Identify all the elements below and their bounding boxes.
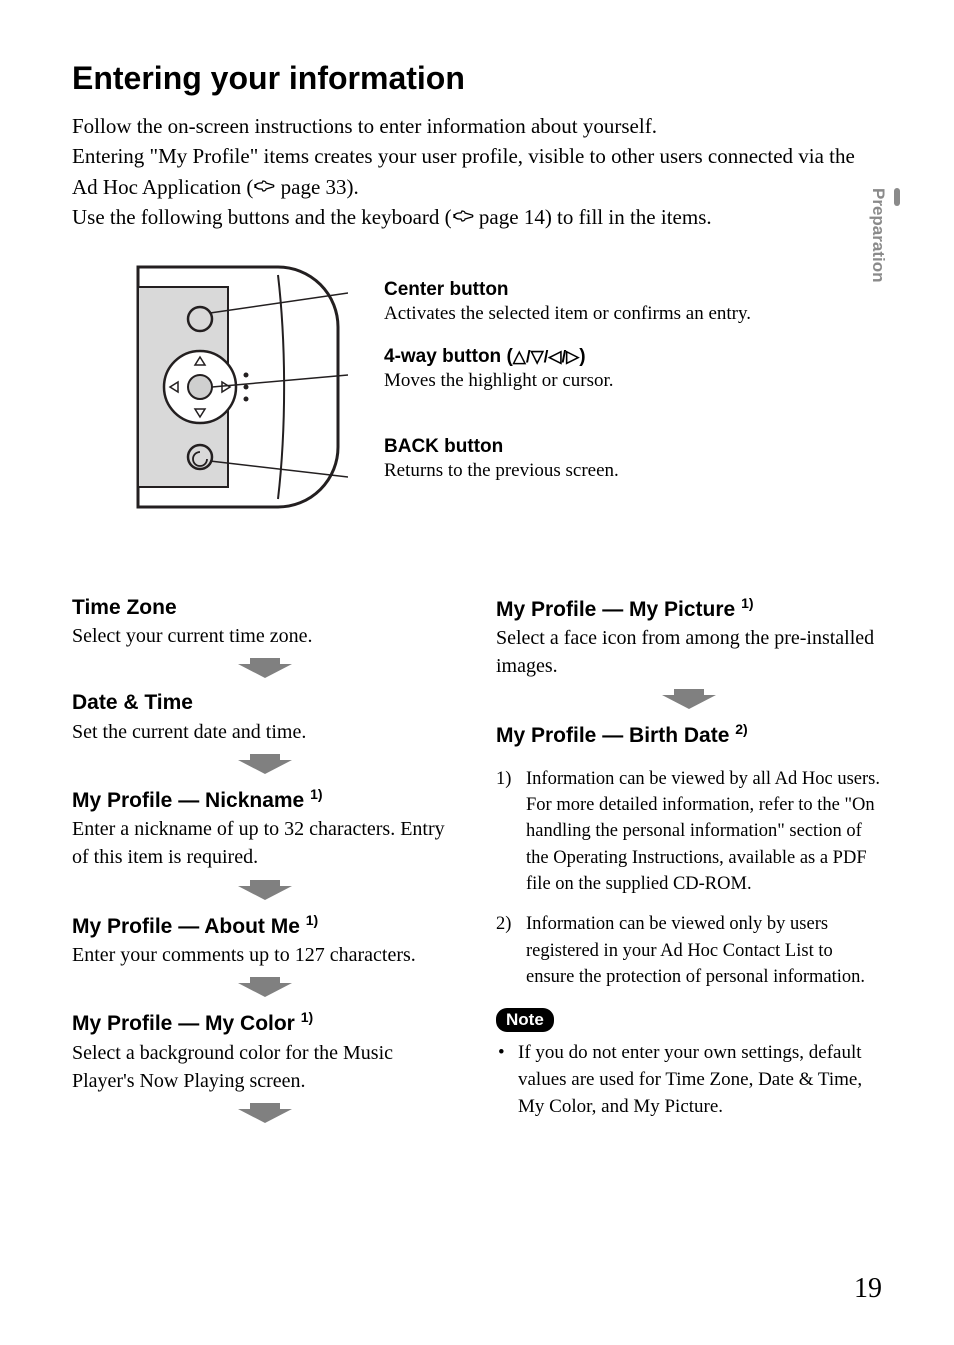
columns: Time ZoneSelect your current time zone. D… bbox=[72, 595, 882, 1136]
section-heading: My Profile — Birth Date 2) bbox=[496, 721, 882, 748]
section-heading: My Profile — About Me 1) bbox=[72, 912, 458, 939]
section-body: Set the current date and time. bbox=[72, 718, 458, 746]
section-body: Select your current time zone. bbox=[72, 622, 458, 650]
callouts: Center button Activates the selected ite… bbox=[384, 257, 882, 517]
section: My Profile — Birth Date 2) bbox=[496, 721, 882, 748]
intro-line1: Follow the on-screen instructions to ent… bbox=[72, 111, 882, 141]
side-tab: Preparation bbox=[868, 188, 900, 282]
intro-block: Follow the on-screen instructions to ent… bbox=[72, 111, 882, 233]
section-heading: My Profile — My Color 1) bbox=[72, 1009, 458, 1036]
callout-center-title: Center button bbox=[384, 279, 882, 302]
footnote-text: Information can be viewed only by users … bbox=[526, 911, 882, 990]
section-sup: 1) bbox=[741, 595, 753, 611]
intro-line3: Use the following buttons and the keyboa… bbox=[72, 202, 882, 232]
page-title: Entering your information bbox=[72, 60, 882, 97]
note-text: If you do not enter your own settings, d… bbox=[518, 1040, 882, 1121]
callout-center: Center button Activates the selected ite… bbox=[384, 279, 882, 326]
section-sup: 1) bbox=[301, 1009, 313, 1025]
down-arrow-icon bbox=[238, 975, 292, 997]
intro-line3a: Use the following buttons and the keyboa… bbox=[72, 205, 452, 229]
section-sup: 1) bbox=[310, 786, 322, 802]
intro-line2: Entering "My Profile" items creates your… bbox=[72, 141, 882, 202]
footnote-text: Information can be viewed by all Ad Hoc … bbox=[526, 766, 882, 897]
device-diagram bbox=[128, 257, 348, 517]
section-heading: Time Zone bbox=[72, 595, 458, 620]
down-arrow-icon bbox=[238, 878, 292, 900]
section-body: Select a background color for the Music … bbox=[72, 1039, 458, 1096]
section: Time ZoneSelect your current time zone. bbox=[72, 595, 458, 679]
down-arrow-icon bbox=[238, 1101, 292, 1123]
fourway-symbols: △/▽/◁/▷ bbox=[513, 347, 579, 366]
intro-line2a: Entering "My Profile" items creates your… bbox=[72, 144, 855, 198]
note-block: Note •If you do not enter your own settin… bbox=[496, 1004, 882, 1121]
section-heading: My Profile — Nickname 1) bbox=[72, 786, 458, 813]
callout-back-body: Returns to the previous screen. bbox=[384, 459, 882, 484]
down-arrow-icon bbox=[662, 687, 716, 709]
fourway-suffix: ) bbox=[579, 346, 585, 367]
footnote: 2)Information can be viewed only by user… bbox=[496, 911, 882, 990]
section: My Profile — My Picture 1)Select a face … bbox=[496, 595, 882, 709]
callout-back: BACK button Returns to the previous scre… bbox=[384, 436, 882, 483]
callout-fourway: 4-way button (△/▽/◁/▷) Moves the highlig… bbox=[384, 346, 882, 393]
fourway-prefix: 4-way button ( bbox=[384, 346, 513, 367]
callout-center-body: Activates the selected item or confirms … bbox=[384, 302, 882, 327]
note-label: Note bbox=[496, 1008, 554, 1032]
right-column: My Profile — My Picture 1)Select a face … bbox=[496, 595, 882, 1136]
down-arrow-icon bbox=[238, 752, 292, 774]
bullet-icon: • bbox=[498, 1040, 510, 1121]
section: Date & Time Set the current date and time… bbox=[72, 690, 458, 774]
section: My Profile — About Me 1)Enter your comme… bbox=[72, 912, 458, 998]
footnotes: 1)Information can be viewed by all Ad Ho… bbox=[496, 766, 882, 990]
section-body: Enter your comments up to 127 characters… bbox=[72, 941, 458, 969]
section-heading: Date & Time bbox=[72, 690, 458, 715]
section: My Profile — My Color 1) Select a backgro… bbox=[72, 1009, 458, 1123]
section-sup: 1) bbox=[306, 912, 318, 928]
section-body: Enter a nickname of up to 32 characters.… bbox=[72, 815, 458, 872]
section-heading: My Profile — My Picture 1) bbox=[496, 595, 882, 622]
note-item: •If you do not enter your own settings, … bbox=[498, 1040, 882, 1121]
callout-back-title: BACK button bbox=[384, 436, 882, 459]
left-column: Time ZoneSelect your current time zone. D… bbox=[72, 595, 458, 1136]
callout-fourway-body: Moves the highlight or cursor. bbox=[384, 369, 882, 394]
section-sup: 2) bbox=[735, 721, 747, 737]
callout-fourway-title: 4-way button (△/▽/◁/▷) bbox=[384, 346, 882, 369]
hand-point-icon bbox=[253, 180, 275, 196]
footnote-num: 1) bbox=[496, 766, 518, 897]
footnote-num: 2) bbox=[496, 911, 518, 990]
footnote: 1)Information can be viewed by all Ad Ho… bbox=[496, 766, 882, 897]
intro-line2-ref: page 33). bbox=[275, 175, 358, 199]
diagram-block: Center button Activates the selected ite… bbox=[128, 257, 882, 517]
hand-point-icon bbox=[452, 210, 474, 226]
down-arrow-icon bbox=[238, 656, 292, 678]
section-body: Select a face icon from among the pre-in… bbox=[496, 624, 882, 681]
section: My Profile — Nickname 1)Enter a nickname… bbox=[72, 786, 458, 900]
page-number: 19 bbox=[854, 1273, 882, 1305]
intro-line3-ref: page 14) to fill in the items. bbox=[474, 205, 712, 229]
